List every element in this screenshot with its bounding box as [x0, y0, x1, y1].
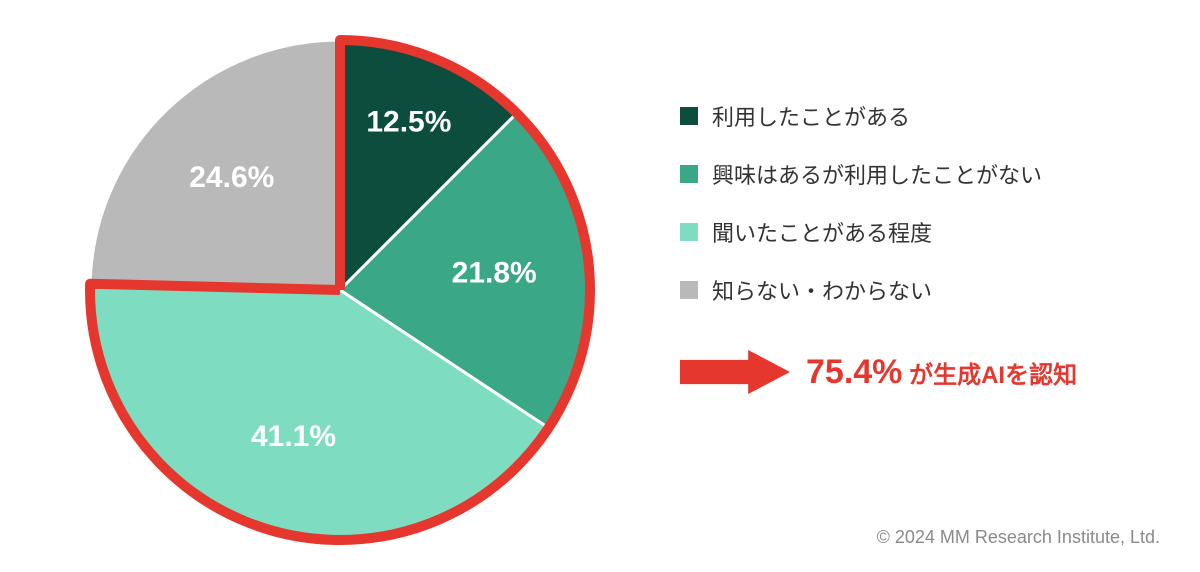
- pie-slice-label: 24.6%: [189, 161, 274, 194]
- arrow-right-icon: [680, 350, 790, 394]
- legend-swatch: [680, 165, 698, 183]
- legend-swatch: [680, 281, 698, 299]
- callout-text: 75.4% が生成AIを認知: [806, 353, 1077, 392]
- pie-chart: 12.5% 21.8% 41.1% 24.6%: [60, 10, 620, 570]
- legend: 利用したことがある興味はあるが利用したことがない聞いたことがある程度知らない・わ…: [680, 100, 1042, 306]
- pie-chart-svg: 12.5% 21.8% 41.1% 24.6%: [60, 10, 620, 570]
- pie-slice-label: 12.5%: [366, 106, 451, 139]
- pie-slice-label: 41.1%: [251, 420, 336, 453]
- legend-item: 興味はあるが利用したことがない: [680, 158, 1042, 190]
- legend-label: 興味はあるが利用したことがない: [712, 158, 1042, 190]
- legend-label: 聞いたことがある程度: [712, 216, 932, 248]
- chart-stage: 12.5% 21.8% 41.1% 24.6% 利用したことがある興味はあるが利用した…: [0, 0, 1200, 572]
- legend-item: 知らない・わからない: [680, 274, 1042, 306]
- legend-label: 知らない・わからない: [712, 274, 932, 306]
- copyright: © 2024 MM Research Institute, Ltd.: [877, 527, 1160, 548]
- callout-description: が生成AIを認知: [902, 362, 1077, 389]
- arrow-right-icon-shape: [680, 350, 790, 394]
- legend-label: 利用したことがある: [712, 100, 910, 132]
- callout-percentage: 75.4%: [806, 353, 902, 391]
- legend-item: 聞いたことがある程度: [680, 216, 1042, 248]
- legend-swatch: [680, 107, 698, 125]
- callout: 75.4% が生成AIを認知: [680, 350, 1077, 394]
- pie-slice-label: 21.8%: [452, 256, 537, 289]
- legend-swatch: [680, 223, 698, 241]
- legend-item: 利用したことがある: [680, 100, 1042, 132]
